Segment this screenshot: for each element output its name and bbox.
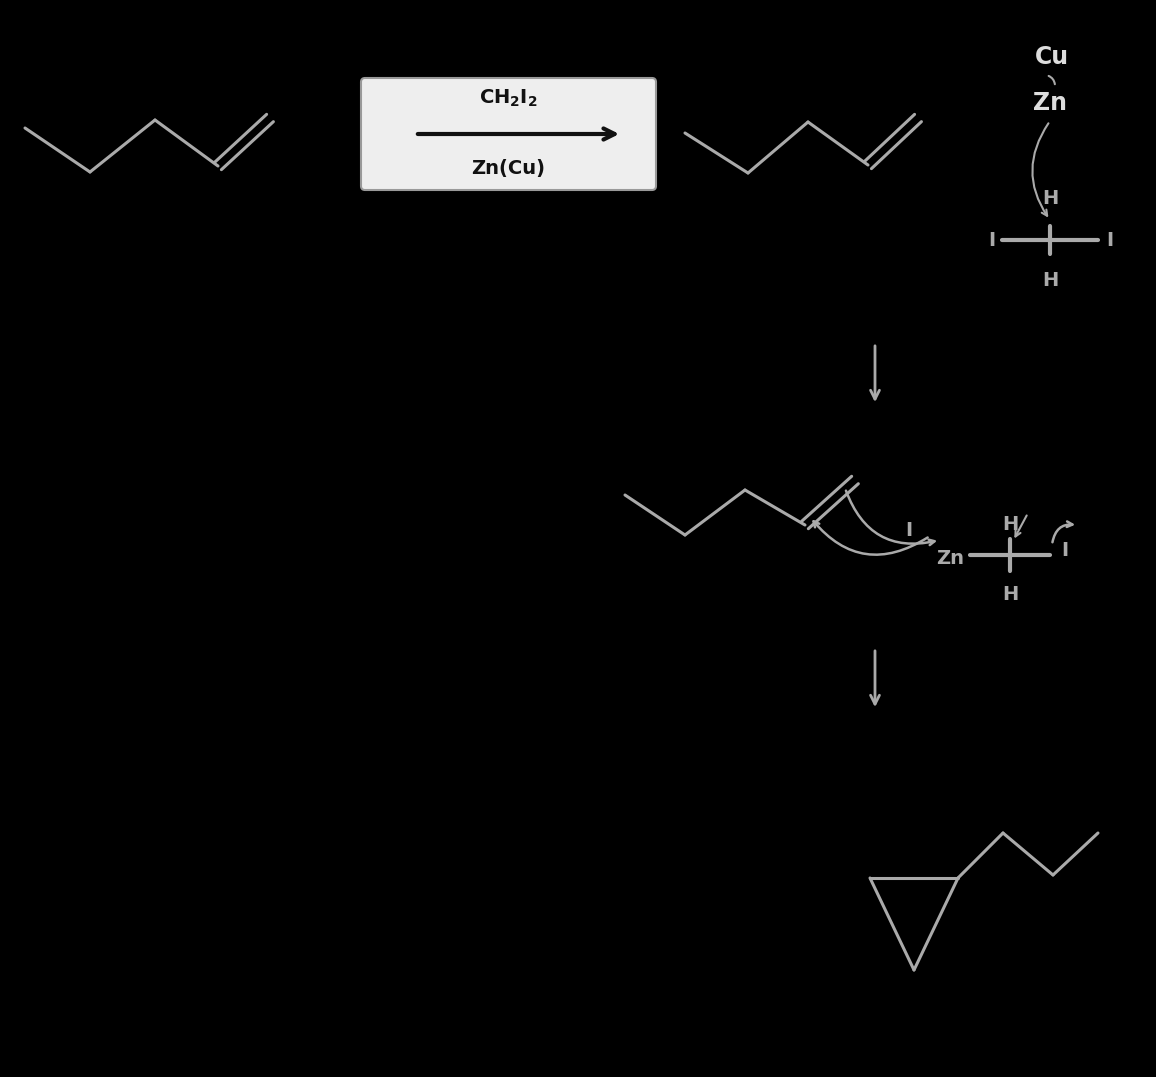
Text: H: H bbox=[1042, 270, 1058, 290]
Text: I: I bbox=[988, 230, 995, 250]
Text: Zn: Zn bbox=[936, 548, 964, 568]
Text: H: H bbox=[1002, 586, 1018, 604]
Text: $\mathregular{CH_2I_2}$: $\mathregular{CH_2I_2}$ bbox=[479, 87, 538, 109]
Text: Cu: Cu bbox=[1035, 45, 1069, 69]
Text: Zn: Zn bbox=[1033, 90, 1067, 115]
Text: H: H bbox=[1002, 516, 1018, 534]
Text: I: I bbox=[1106, 230, 1113, 250]
Text: I: I bbox=[905, 520, 912, 540]
Text: H: H bbox=[1042, 188, 1058, 208]
FancyBboxPatch shape bbox=[361, 78, 655, 190]
Text: I: I bbox=[1061, 541, 1068, 559]
Text: Zn(Cu): Zn(Cu) bbox=[472, 159, 546, 178]
